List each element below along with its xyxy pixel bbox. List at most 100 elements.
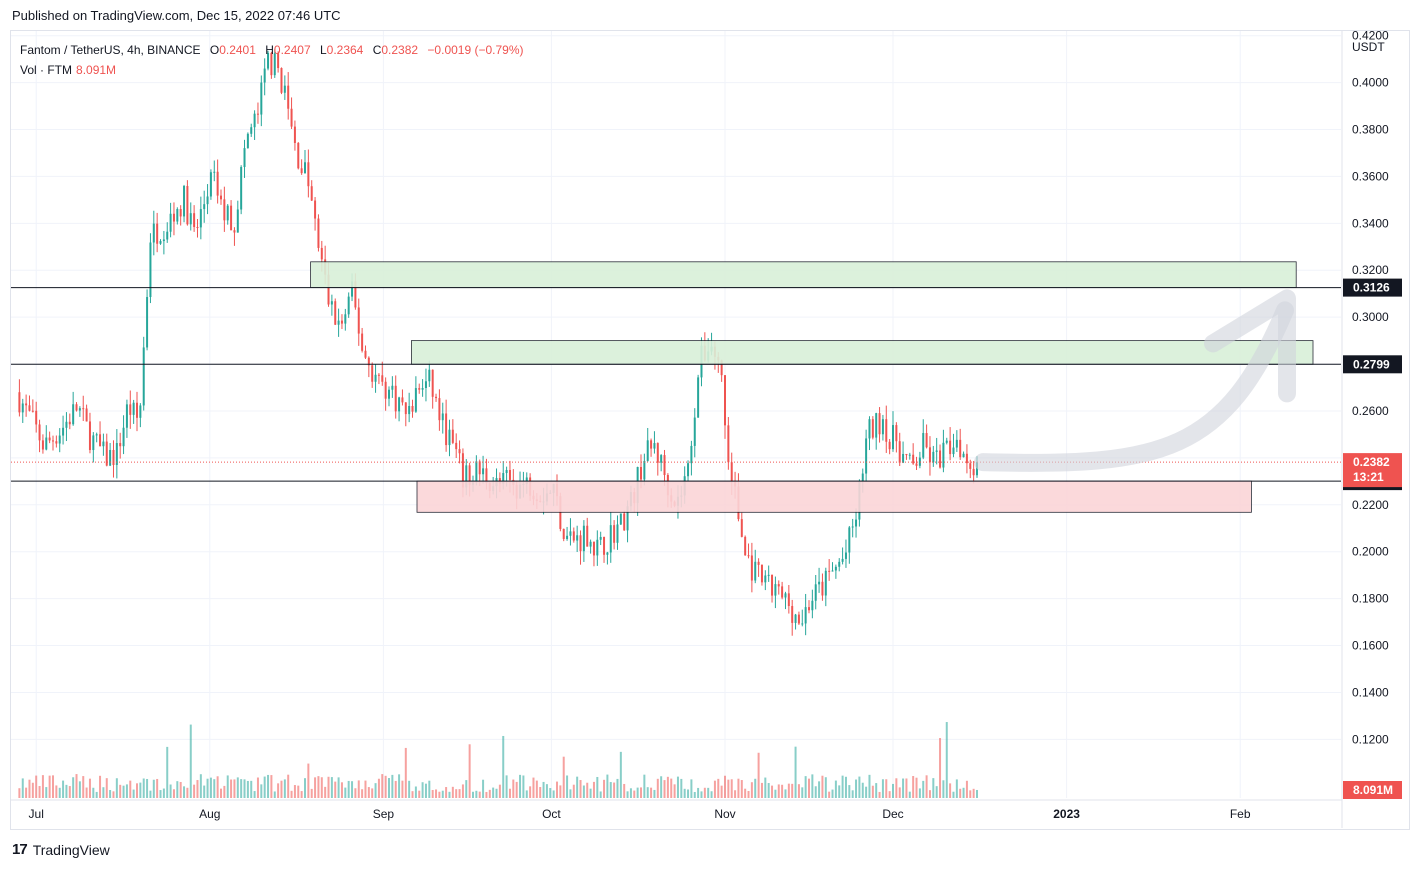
candle-body [401,397,404,403]
candle-body [606,552,609,555]
y-tick-label: 0.3400 [1352,216,1389,230]
volume-bar [559,785,562,798]
volume-bar [519,774,522,798]
volume-bar [683,788,686,798]
candle-body [881,419,884,435]
volume-bar [398,774,401,798]
candle-body [317,218,320,248]
volume-bar [710,791,713,798]
candle-body [45,437,48,450]
volume-bar [132,789,135,798]
close-value: 0.2382 [381,43,419,57]
candle-body [448,429,451,446]
volume-bar [115,778,118,798]
volume-bar [448,791,451,798]
volume-bar [337,777,340,798]
volume-bar [592,781,595,798]
candle-body [599,536,602,540]
candle-body [233,230,236,233]
candle-body [821,581,824,596]
volume-bar [421,782,424,798]
volume-bar [656,778,659,798]
candle-body [41,440,44,450]
candle-body [818,581,821,585]
volume-bar [233,779,236,798]
candle-body [428,369,431,382]
volume-bar [304,778,306,798]
volume-bar [226,775,229,798]
volume-bar [764,777,767,798]
volume-bar [334,781,337,798]
candle-body [38,424,41,441]
volume-bar [223,785,226,798]
candle-body [119,443,122,447]
volume-bar [72,777,75,798]
volume-bar [794,746,797,798]
candle-body [613,525,616,543]
y-tick-label: 0.3200 [1352,263,1389,277]
volume-bar [905,778,908,798]
volume-bar [532,777,535,798]
volume-bar [357,780,360,798]
candle-body [643,460,646,480]
candle-body [579,535,582,552]
volume-bar [209,777,212,798]
volume-bar [529,786,532,798]
volume-bar [495,788,498,798]
candle-body [384,381,387,399]
volume-bar [307,763,310,798]
volume-bar [482,779,485,798]
volume-bar [767,783,770,798]
candle-body [62,427,65,436]
volume-bar [243,779,246,798]
volume-bar [287,774,290,798]
volume-bar [939,738,942,798]
volume-bar [566,775,569,798]
candle-body [125,404,128,428]
volume-bar [972,788,975,798]
high-value: 0.2407 [273,43,311,57]
volume-bar [777,784,780,798]
candle-body [337,320,340,325]
volume-bar [95,791,98,798]
volume-bar [314,777,317,798]
candle-body [203,204,206,210]
volume-bar [576,776,579,798]
symbol-title[interactable]: Fantom / TetherUS, 4h, BINANCE [20,43,201,57]
candle-body [656,443,659,463]
level-tag-text: 0.3126 [1353,281,1390,295]
candle-body [354,281,357,308]
volume-bar [643,774,646,798]
volume-bar [650,787,653,798]
volume-bar [189,724,192,798]
candle-body [445,413,448,446]
candle-body [965,453,968,464]
volume-bar [609,782,612,798]
candle-body [465,465,468,488]
tradingview-footer[interactable]: 17 TradingView [12,841,110,858]
volume-bar [626,791,629,798]
volume-bar [724,775,726,798]
candle-body [367,357,370,366]
candle-body [334,301,337,325]
candle-body [841,558,844,562]
candle-body [754,561,757,581]
candle-body [435,396,438,399]
candle-body [485,468,488,483]
volume-bar [747,791,750,798]
volume-bar [801,787,804,798]
volume-bar [488,789,491,798]
volume-bar [596,776,599,798]
y-tick-label: 0.2600 [1352,404,1389,418]
candle-body [461,453,464,488]
volume-bar [273,791,276,798]
volume-bar [505,775,508,798]
volume-bar [119,784,122,798]
volume-bar [952,791,955,798]
candle-body [744,536,747,556]
candle-body [236,209,239,233]
volume-label[interactable]: Vol · FTM [20,63,73,77]
volume-bar [616,778,619,798]
volume-bar [730,779,733,798]
